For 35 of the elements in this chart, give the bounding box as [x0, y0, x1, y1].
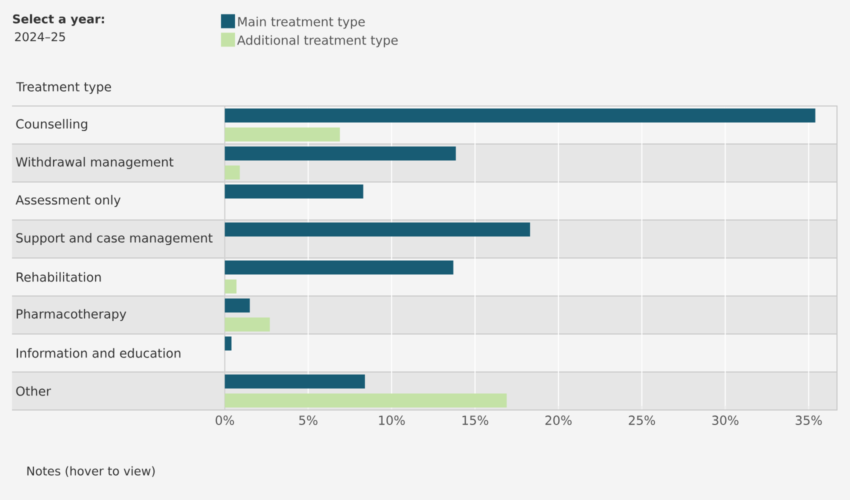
- x-tick-label: 10%: [379, 416, 405, 425]
- text: Select a year:: [13, 14, 104, 26]
- x-tick-label: 25%: [628, 416, 656, 425]
- legend-label: Additional treatment type: [237, 35, 398, 48]
- bar: [224, 146, 456, 161]
- x-tick-label: 30%: [712, 416, 738, 425]
- text: Notes (hover to view): [27, 466, 155, 477]
- y-tick-label: Information and education: [16, 348, 180, 358]
- bar: [224, 260, 454, 275]
- bar: [224, 108, 816, 123]
- bar: [224, 280, 236, 294]
- x-tick-label: 0%: [216, 416, 234, 425]
- y-tick-label: Other: [16, 386, 52, 396]
- x-tick-label: 35%: [796, 416, 822, 425]
- y-tick-label: Pharmacotherapy: [16, 308, 126, 322]
- bar: [224, 184, 364, 199]
- y-tick-label: Assessment only: [16, 194, 121, 208]
- y-tick-label: Withdrawal management: [16, 156, 174, 170]
- x-tick-label: 5%: [299, 416, 318, 425]
- bar: [224, 318, 270, 332]
- bar: [224, 394, 507, 408]
- y-tick-label: Support and case management: [16, 232, 213, 246]
- text: 2024–25: [15, 32, 65, 42]
- y-tick-label: Counselling: [16, 118, 88, 132]
- bar: [224, 298, 250, 313]
- bar: [224, 166, 240, 180]
- y-axis-title: Treatment type: [16, 82, 112, 94]
- x-tick-label: 20%: [545, 416, 572, 425]
- x-tick-label: 15%: [462, 416, 488, 425]
- bar: [224, 374, 365, 389]
- bar: [224, 222, 530, 237]
- legend-label: Main treatment type: [238, 16, 365, 29]
- bar: [224, 336, 232, 350]
- y-tick-label: Rehabilitation: [16, 272, 101, 282]
- bar: [224, 128, 340, 142]
